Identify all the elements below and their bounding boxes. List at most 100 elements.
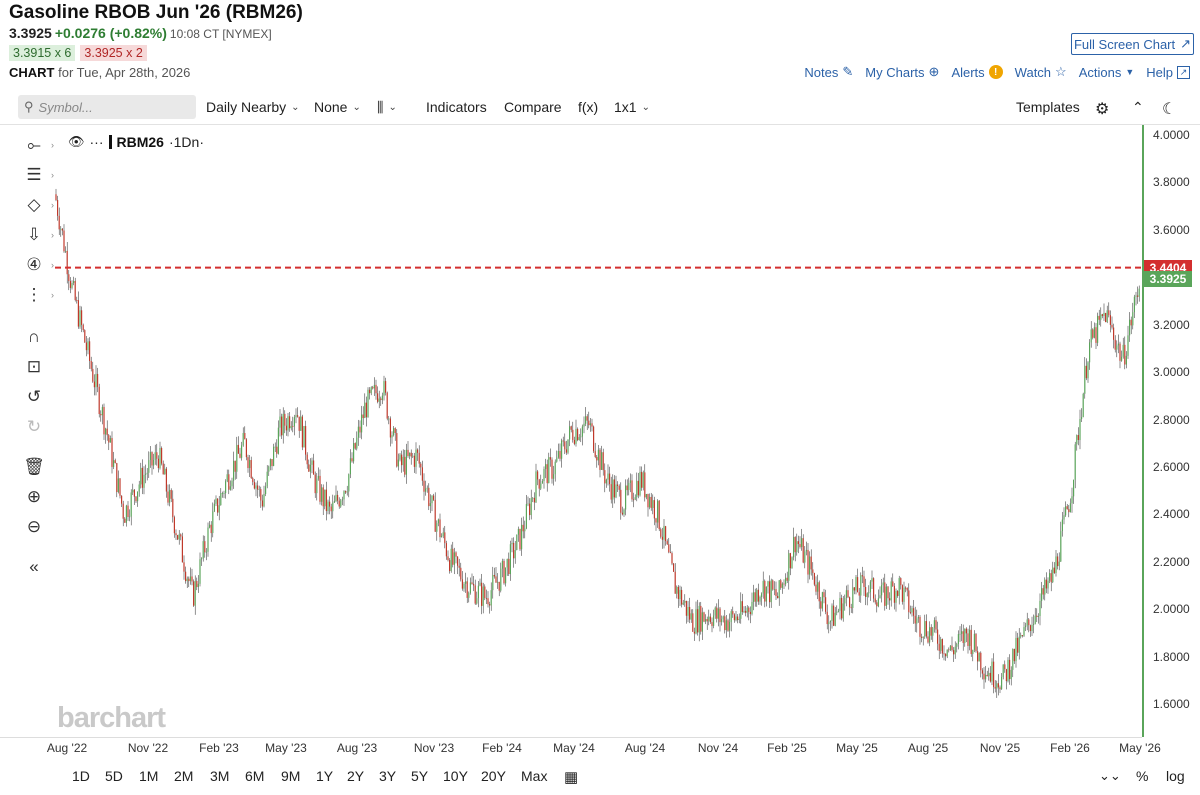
candle-body (197, 583, 199, 588)
pattern-tool-icon[interactable]: ⋮ › (25, 285, 55, 304)
candle-body (845, 590, 847, 598)
alerts-link[interactable]: Alerts! (951, 65, 1003, 80)
period-button-1m[interactable]: 1M (139, 768, 159, 784)
period-button-2y[interactable]: 2Y (347, 768, 365, 784)
candle-body (748, 607, 750, 612)
candle-body (559, 450, 561, 459)
candle-body (461, 579, 463, 589)
arrow-tool-icon[interactable]: ⇩ › (26, 225, 54, 244)
period-button-1d[interactable]: 1D (72, 768, 90, 784)
candle-body (100, 414, 102, 416)
percent-toggle[interactable]: % (1136, 768, 1149, 784)
candle-body (572, 429, 574, 440)
period-button-2m[interactable]: 2M (174, 768, 194, 784)
collapse-toolbar-icon[interactable]: « (29, 557, 39, 576)
zoom-out-icon[interactable]: ⊖ (26, 517, 42, 536)
layout-selector[interactable]: 1x1 ⌄ (614, 99, 650, 115)
more-icon[interactable]: ··· (89, 134, 104, 150)
eye-icon[interactable]: 👁 (68, 134, 85, 149)
notes-link[interactable]: Notes ✎ (804, 64, 853, 80)
candle-body (917, 616, 919, 619)
candle-body (826, 611, 828, 625)
indicators-button[interactable]: Indicators (426, 99, 487, 115)
candle-body (879, 595, 881, 599)
templates-button[interactable]: Templates (1016, 99, 1080, 115)
log-toggle[interactable]: log (1166, 768, 1185, 784)
candle-body (409, 452, 411, 456)
candle-body (1020, 635, 1022, 637)
period-button-1y[interactable]: 1Y (316, 768, 334, 784)
period-button-5y[interactable]: 5Y (411, 768, 429, 784)
actions-menu[interactable]: Actions ▼ (1079, 65, 1135, 80)
candle-body (978, 652, 980, 662)
candle-body (933, 620, 935, 628)
overlay-selector[interactable]: None ⌄ (314, 99, 361, 115)
candle-body (834, 612, 836, 626)
collapse-icon[interactable]: ⌃ (1132, 99, 1144, 115)
period-button-max[interactable]: Max (521, 768, 548, 784)
candle-body (1101, 314, 1103, 316)
candle-body (754, 592, 756, 602)
period-selector[interactable]: Daily Nearby ⌄ (206, 99, 300, 115)
watch-link[interactable]: Watch ☆ (1015, 64, 1067, 80)
my-charts-link[interactable]: My Charts ⊕ (865, 64, 939, 80)
line-tool-icon[interactable]: ⟜ › (27, 135, 54, 154)
help-link[interactable]: Help ↗ (1146, 65, 1190, 80)
period-button-9m[interactable]: 9M (281, 768, 301, 784)
calendar-icon[interactable]: ▦ (564, 769, 579, 786)
full-screen-button[interactable]: Full Screen Chart ↗ (1071, 33, 1194, 55)
candle-body (562, 440, 564, 442)
period-button-3m[interactable]: 3M (210, 768, 230, 784)
candle-body (716, 607, 718, 619)
symbol-search[interactable]: ⚲ Symbol... (18, 95, 196, 119)
price-chart[interactable] (55, 125, 1142, 737)
candle-body (951, 645, 953, 651)
redo-icon[interactable]: ↻ (26, 417, 42, 436)
candle-body (365, 402, 367, 418)
candle-body (794, 536, 796, 553)
candle-body (770, 580, 772, 603)
candle-body (706, 619, 708, 622)
fib-tool-icon[interactable]: ☰ › (26, 165, 54, 184)
candle-body (949, 645, 951, 650)
undo-icon[interactable]: ↺ (26, 387, 42, 406)
compare-button[interactable]: Compare (504, 99, 562, 115)
candle-body (636, 480, 638, 498)
chart-type-selector[interactable]: ⫼ ⌄ (377, 99, 397, 116)
unlock-icon[interactable]: ⊡ (26, 357, 42, 376)
period-button-3y[interactable]: 3Y (379, 768, 397, 784)
zoom-in-icon[interactable]: ⊕ (26, 487, 42, 506)
candle-body (1100, 314, 1102, 320)
double-chevron-down-icon[interactable]: ⌄⌄ (1099, 768, 1121, 783)
candle-body (781, 583, 783, 588)
candle-body (234, 460, 236, 472)
candle-body (585, 416, 587, 424)
period-button-5d[interactable]: 5D (105, 768, 123, 784)
candle-body (306, 454, 308, 465)
period-button-10y[interactable]: 10Y (443, 768, 468, 784)
candle-body (241, 445, 243, 458)
candle-body (1116, 345, 1118, 350)
magnet-icon[interactable]: ∩ (27, 327, 41, 346)
candle-body (60, 228, 62, 230)
function-button[interactable]: f(x) (578, 99, 599, 115)
period-button-6m[interactable]: 6M (245, 768, 265, 784)
candle-body (1017, 637, 1019, 653)
gear-icon[interactable]: ⚙ (1095, 101, 1110, 118)
candle-body (436, 523, 438, 532)
candle-body (732, 611, 734, 615)
candle-body (786, 577, 788, 581)
moon-icon[interactable]: ☾ (1162, 101, 1177, 118)
candle-body (698, 605, 700, 633)
help-label: Help (1146, 64, 1173, 80)
candle-body (452, 548, 454, 565)
period-button-20y[interactable]: 20Y (481, 768, 506, 784)
candle-body (369, 389, 371, 394)
x-tick-label: May '26 (1119, 741, 1161, 755)
shape-tool-icon[interactable]: ◇ › (27, 195, 54, 214)
candle-body (445, 543, 447, 557)
candle-body (711, 622, 713, 626)
number-tool-icon[interactable]: ④ › (26, 255, 54, 274)
trash-icon[interactable]: 🗑 (23, 457, 45, 476)
candle-body (685, 600, 687, 616)
